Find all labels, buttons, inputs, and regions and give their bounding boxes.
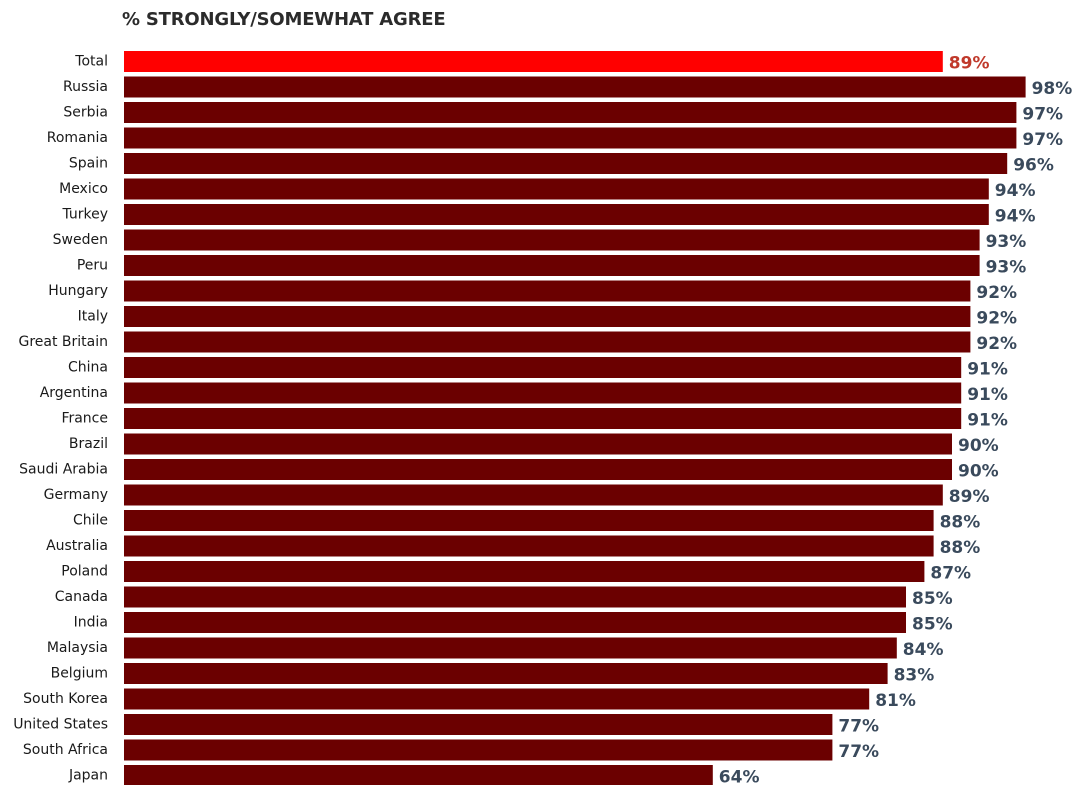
bar-argentina [124,382,962,404]
category-label-united-states: United States [13,717,108,733]
bar-france [124,408,962,429]
value-label-poland: 87% [930,564,971,584]
value-label-canada: 85% [912,589,953,609]
bar-south-africa [124,739,833,761]
bar-south-korea [124,688,870,710]
category-label-great-britain: Great Britain [18,334,108,350]
category-label-sweden: Sweden [53,232,108,248]
category-label-china: China [68,360,108,376]
value-label-india: 85% [912,615,953,635]
value-label-belgium: 83% [894,666,935,686]
category-label-romania: Romania [47,130,108,146]
value-label-hungary: 92% [976,283,1017,303]
category-labels: Total Russia Serbia Romania Spain Mexico Turke… [13,54,108,784]
bar-hungary [124,280,971,302]
category-label-malaysia: Malaysia [47,640,108,656]
bar-mexico [124,178,989,200]
value-label-great-britain: 92% [976,334,1017,354]
category-label-argentina: Argentina [40,385,108,401]
bar-saudi-arabia [124,459,952,480]
category-label-brazil: Brazil [69,436,108,452]
bar-serbia [124,102,1017,123]
category-label-russia: Russia [63,79,108,95]
category-label-spain: Spain [69,156,108,172]
category-label-mexico: Mexico [59,181,108,197]
value-label-russia: 98% [1032,79,1073,99]
category-label-serbia: Serbia [63,105,108,121]
bar-total [124,51,943,72]
value-label-united-states: 77% [838,717,879,737]
value-label-serbia: 97% [1022,105,1063,125]
value-label-romania: 97% [1022,130,1063,150]
value-label-brazil: 90% [958,436,999,456]
value-label-france: 91% [967,411,1008,431]
bar-china [124,357,962,378]
bar-russia [124,76,1026,98]
bars-layer [124,51,1026,785]
value-label-turkey: 94% [995,207,1036,227]
value-label-total: 89% [949,54,990,74]
category-label-peru: Peru [77,258,108,274]
value-label-china: 91% [967,360,1008,380]
value-label-saudi-arabia: 90% [958,462,999,482]
value-label-south-korea: 81% [875,691,916,711]
category-label-australia: Australia [46,538,108,554]
category-label-turkey: Turkey [61,207,108,223]
category-label-italy: Italy [78,309,108,325]
bar-italy [124,306,971,327]
value-labels: 89% 98% 97% 97% 96% 94% 94% 93% 93% 92% 92% 92% 91% 9… [719,54,1073,785]
value-label-italy: 92% [976,309,1017,329]
bar-australia [124,535,934,557]
category-label-belgium: Belgium [51,666,108,682]
bar-belgium [124,663,888,684]
value-label-chile: 88% [940,513,981,533]
category-label-france: France [61,411,108,427]
bar-united-states [124,714,833,735]
bar-romania [124,127,1017,149]
value-label-sweden: 93% [986,232,1027,252]
bar-spain [124,153,1008,174]
category-label-chile: Chile [73,513,108,529]
category-label-total: Total [74,54,108,70]
category-label-germany: Germany [44,487,108,503]
value-label-south-africa: 77% [838,742,879,762]
value-label-mexico: 94% [995,181,1036,201]
bar-turkey [124,204,989,225]
category-label-poland: Poland [61,564,108,580]
value-label-argentina: 91% [967,385,1008,405]
bar-chile [124,510,934,531]
category-label-saudi-arabia: Saudi Arabia [19,462,108,478]
chart-title: % STRONGLY/SOMEWHAT AGREE [122,9,446,30]
value-label-japan: 64% [719,768,760,785]
category-label-japan: Japan [68,768,108,784]
bar-japan [124,765,713,785]
bar-great-britain [124,331,971,353]
category-label-hungary: Hungary [48,283,108,299]
bar-sweden [124,229,980,251]
bar-canada [124,586,906,608]
category-label-south-korea: South Korea [23,691,108,707]
value-label-germany: 89% [949,487,990,507]
bar-india [124,612,906,633]
value-label-spain: 96% [1013,156,1054,176]
bar-peru [124,255,980,276]
bar-germany [124,484,943,506]
bar-brazil [124,433,952,455]
category-label-canada: Canada [55,589,108,605]
bar-poland [124,561,925,582]
value-label-peru: 93% [986,258,1027,278]
category-label-south-africa: South Africa [23,742,108,758]
value-label-australia: 88% [940,538,981,558]
value-label-malaysia: 84% [903,640,944,660]
bar-malaysia [124,637,897,659]
category-label-india: India [74,615,108,631]
